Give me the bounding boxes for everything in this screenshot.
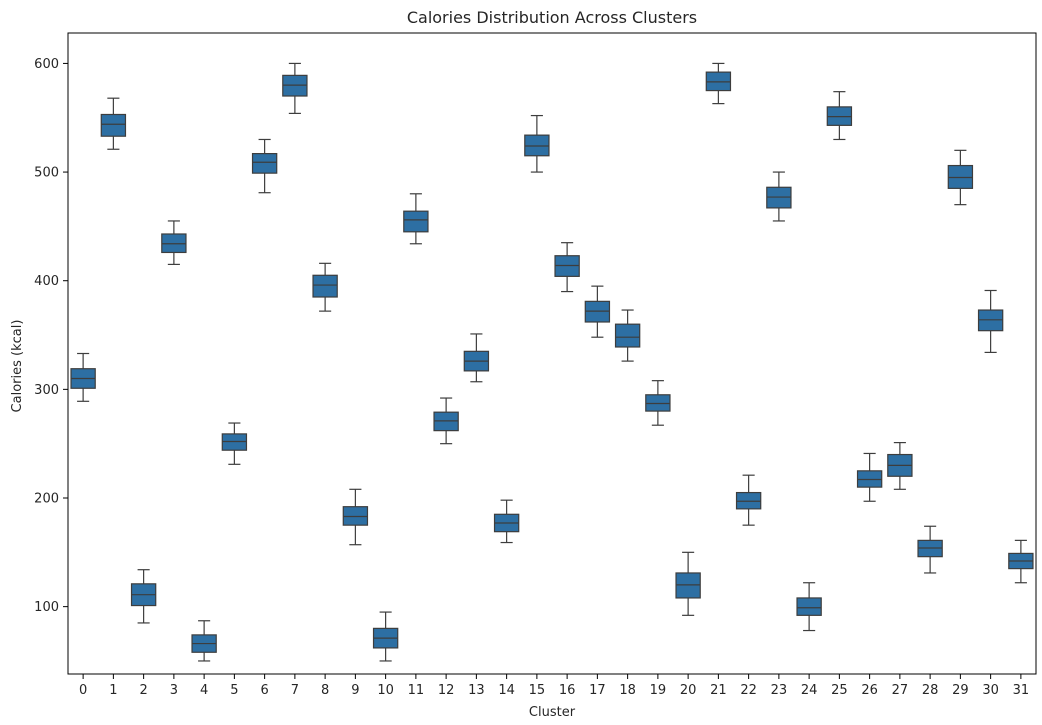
box-iqr — [796, 597, 822, 616]
box-cluster-20 — [675, 551, 701, 616]
box-cluster-18 — [614, 309, 641, 362]
x-tick-label: 31 — [1013, 683, 1030, 698]
chart-title: Calories Distribution Across Clusters — [407, 8, 697, 27]
box-iqr — [251, 152, 278, 174]
box-cluster-14 — [493, 499, 520, 544]
x-tick-label: 17 — [589, 683, 606, 698]
box-cluster-24 — [796, 582, 822, 632]
y-tick-label: 200 — [34, 491, 59, 506]
x-tick-label: 8 — [321, 683, 329, 698]
x-tick-label: 2 — [139, 683, 147, 698]
x-tick-label: 16 — [559, 683, 576, 698]
x-tick-label: 19 — [650, 683, 667, 698]
box-cluster-10 — [372, 611, 399, 662]
box-cluster-13 — [463, 333, 490, 383]
box-cluster-25 — [826, 91, 853, 141]
box-iqr — [614, 323, 641, 348]
x-tick-label: 6 — [260, 683, 268, 698]
box-cluster-11 — [403, 193, 429, 245]
box-cluster-2 — [130, 569, 157, 624]
x-tick-label: 5 — [230, 683, 238, 698]
x-tick-label: 27 — [892, 683, 909, 698]
x-tick-label: 0 — [79, 683, 87, 698]
x-tick-label: 3 — [170, 683, 178, 698]
y-axis-title: Calories (kcal) — [10, 320, 25, 413]
x-tick-label: 1 — [109, 683, 117, 698]
x-tick-label: 23 — [771, 683, 788, 698]
box-cluster-12 — [433, 397, 459, 445]
box-iqr — [100, 113, 127, 137]
x-tick-label: 20 — [680, 683, 697, 698]
box-cluster-7 — [282, 62, 308, 114]
box-cluster-28 — [917, 525, 943, 574]
x-tick-label: 28 — [922, 683, 939, 698]
x-tick-label: 9 — [351, 683, 359, 698]
box-iqr — [403, 210, 429, 233]
box-cluster-5 — [221, 422, 248, 465]
x-tick-label: 21 — [710, 683, 727, 698]
y-tick-label: 100 — [34, 600, 59, 615]
box-cluster-21 — [705, 62, 732, 105]
x-tick-label: 4 — [200, 683, 208, 698]
box-cluster-0 — [70, 352, 96, 402]
x-tick-label: 29 — [952, 683, 969, 698]
box-cluster-29 — [947, 149, 974, 206]
x-tick-label: 24 — [801, 683, 818, 698]
x-tick-label: 10 — [377, 683, 394, 698]
x-tick-label: 13 — [468, 683, 485, 698]
box-cluster-8 — [312, 262, 338, 312]
box-cluster-1 — [100, 97, 127, 150]
box-cluster-26 — [856, 452, 883, 502]
x-tick-label: 11 — [408, 683, 425, 698]
box-iqr — [312, 274, 338, 298]
box-cluster-3 — [161, 220, 187, 266]
x-tick-label: 30 — [982, 683, 999, 698]
y-tick-label: 300 — [34, 383, 59, 398]
box-cluster-22 — [735, 474, 762, 526]
box-cluster-23 — [766, 171, 792, 222]
box-cluster-6 — [251, 138, 278, 194]
box-cluster-9 — [342, 488, 369, 546]
x-tick-label: 22 — [740, 683, 757, 698]
box-cluster-16 — [554, 242, 580, 293]
y-tick-label: 500 — [34, 166, 59, 181]
box-cluster-4 — [191, 620, 217, 662]
box-cluster-30 — [977, 289, 1004, 354]
box-cluster-31 — [1008, 539, 1034, 584]
plot-area — [70, 62, 1034, 662]
x-tick-label: 12 — [438, 683, 455, 698]
x-tick-label: 18 — [619, 683, 636, 698]
y-tick-label: 400 — [34, 274, 59, 289]
y-axis: 100 200 300 400 500 600 — [34, 57, 68, 615]
x-axis: 0 1 2 3 4 5 6 7 8 9 10 11 12 13 14 15 16 17 18 19 20 21 22 23 24… — [79, 674, 1029, 698]
box-cluster-27 — [887, 441, 913, 490]
box-cluster-19 — [645, 380, 671, 426]
x-tick-label: 14 — [498, 683, 515, 698]
x-tick-label: 7 — [291, 683, 299, 698]
box-cluster-15 — [524, 114, 550, 173]
x-tick-label: 26 — [861, 683, 878, 698]
y-tick-label: 600 — [34, 57, 59, 72]
x-axis-title: Cluster — [529, 705, 576, 720]
x-tick-label: 15 — [529, 683, 546, 698]
plot-frame — [67, 32, 1037, 675]
x-tick-label: 25 — [831, 683, 848, 698]
box-cluster-17 — [584, 285, 611, 338]
